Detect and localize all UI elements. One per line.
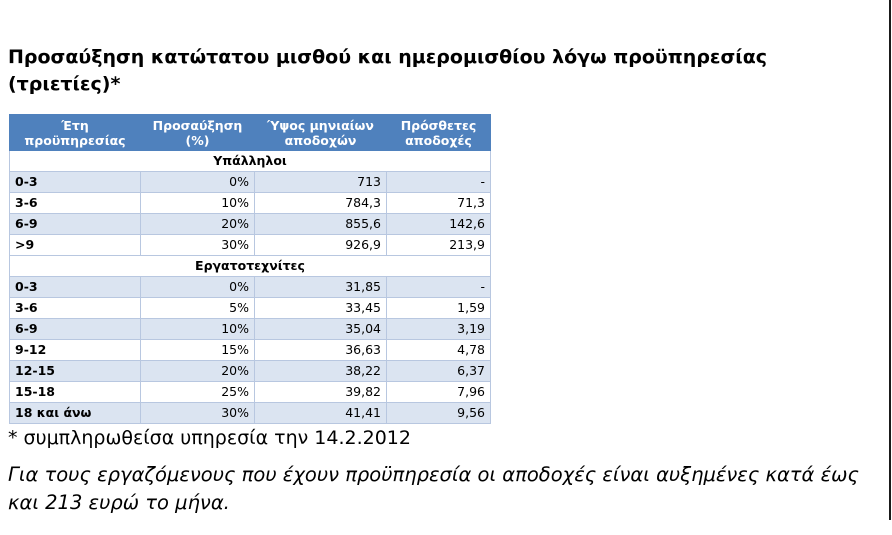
cell-additional-pay: 71,3 xyxy=(386,192,491,214)
header-additional-pay: Πρόσθετες αποδοχές xyxy=(386,114,491,151)
section-label: Υπάλληλοι xyxy=(9,150,491,172)
section-label: Εργατοτεχνίτες xyxy=(9,255,491,277)
section-row: Εργατοτεχνίτες xyxy=(9,255,491,277)
cell-monthly-pay: 36,63 xyxy=(254,339,387,361)
table-row: 18 και άνω 30% 41,41 9,56 xyxy=(9,402,491,424)
cell-additional-pay: - xyxy=(386,276,491,298)
table-row: 12-15 20% 38,22 6,37 xyxy=(9,360,491,382)
cell-additional-pay: 4,78 xyxy=(386,339,491,361)
cell-increase: 15% xyxy=(140,339,255,361)
footnote: * συμπληρωθείσα υπηρεσία την 14.2.2012 xyxy=(8,427,411,449)
cell-increase: 30% xyxy=(140,402,255,424)
table-row: 3-6 10% 784,3 71,3 xyxy=(9,192,491,214)
cell-increase: 20% xyxy=(140,360,255,382)
cell-additional-pay: 7,96 xyxy=(386,381,491,403)
cell-monthly-pay: 713 xyxy=(254,171,387,193)
table-body: Υπάλληλοι 0-3 0% 713-3-6 10% 784,3 71,3 6-9 20% 8… xyxy=(9,150,491,424)
section-row: Υπάλληλοι xyxy=(9,150,491,172)
cell-years: 15-18 xyxy=(9,381,141,403)
slide-title: Προσαύξηση κατώτατου μισθού και ημερομισ… xyxy=(8,46,768,95)
cell-years: 9-12 xyxy=(9,339,141,361)
cell-monthly-pay: 35,04 xyxy=(254,318,387,340)
cell-increase: 10% xyxy=(140,318,255,340)
cell-years: 6-9 xyxy=(9,318,141,340)
header-years: Έτη προϋπηρεσίας xyxy=(9,114,141,151)
table-row: 3-6 5% 33,45 1,59 xyxy=(9,297,491,319)
cell-additional-pay: 6,37 xyxy=(386,360,491,382)
table-row: >9 30% 926,9 213,9 xyxy=(9,234,491,256)
header-increase: Προσαύξηση (%) xyxy=(140,114,255,151)
table-row: 0-3 0% 713- xyxy=(9,171,491,193)
table-row: 6-9 10% 35,04 3,19 xyxy=(9,318,491,340)
table-row: 15-18 25% 39,82 7,96 xyxy=(9,381,491,403)
cell-increase: 0% xyxy=(140,276,255,298)
summary-note: Για τους εργαζόμενους που έχουν προϋπηρε… xyxy=(8,463,859,514)
cell-years: 6-9 xyxy=(9,213,141,235)
cell-monthly-pay: 41,41 xyxy=(254,402,387,424)
cell-increase: 25% xyxy=(140,381,255,403)
cell-years: 0-3 xyxy=(9,276,141,298)
cell-increase: 5% xyxy=(140,297,255,319)
cell-additional-pay: 3,19 xyxy=(386,318,491,340)
cell-years: >9 xyxy=(9,234,141,256)
table-row: 9-12 15% 36,63 4,78 xyxy=(9,339,491,361)
cell-monthly-pay: 39,82 xyxy=(254,381,387,403)
table-header-row: Έτη προϋπηρεσίας Προσαύξηση (%) Ύψος μην… xyxy=(9,114,491,151)
cell-monthly-pay: 855,6 xyxy=(254,213,387,235)
cell-additional-pay: 9,56 xyxy=(386,402,491,424)
cell-monthly-pay: 33,45 xyxy=(254,297,387,319)
cell-years: 3-6 xyxy=(9,297,141,319)
cell-years: 3-6 xyxy=(9,192,141,214)
cell-years: 12-15 xyxy=(9,360,141,382)
cell-additional-pay: 1,59 xyxy=(386,297,491,319)
table-row: 6-9 20% 855,6 142,6 xyxy=(9,213,491,235)
cell-monthly-pay: 31,85 xyxy=(254,276,387,298)
cell-increase: 10% xyxy=(140,192,255,214)
cell-years: 0-3 xyxy=(9,171,141,193)
cell-monthly-pay: 784,3 xyxy=(254,192,387,214)
cell-additional-pay: 142,6 xyxy=(386,213,491,235)
cell-additional-pay: - xyxy=(386,171,491,193)
cell-monthly-pay: 926,9 xyxy=(254,234,387,256)
cell-increase: 30% xyxy=(140,234,255,256)
wage-table: Έτη προϋπηρεσίας Προσαύξηση (%) Ύψος μην… xyxy=(9,114,491,424)
cell-increase: 20% xyxy=(140,213,255,235)
slide-right-border xyxy=(889,0,891,520)
table-row: 0-3 0% 31,85- xyxy=(9,276,491,298)
cell-years: 18 και άνω xyxy=(9,402,141,424)
header-monthly-pay: Ύψος μηνιαίων αποδοχών xyxy=(254,114,387,151)
cell-increase: 0% xyxy=(140,171,255,193)
cell-additional-pay: 213,9 xyxy=(386,234,491,256)
cell-monthly-pay: 38,22 xyxy=(254,360,387,382)
